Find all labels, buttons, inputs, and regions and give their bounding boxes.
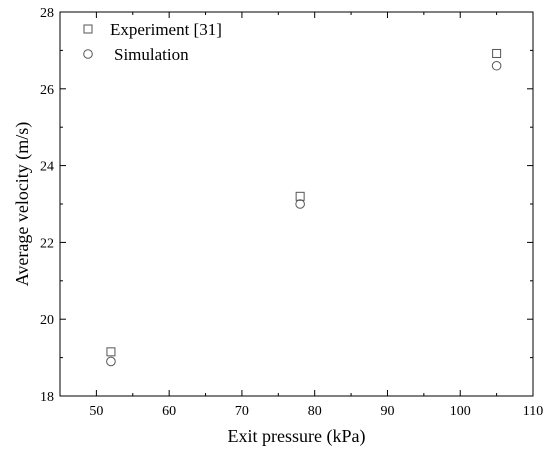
legend-marker-shape	[83, 24, 93, 34]
legend: Experiment [31] Simulation	[83, 20, 222, 64]
experiment-point	[295, 191, 305, 201]
simulation-point	[106, 356, 116, 367]
experiment-point	[492, 48, 502, 58]
axis-ticks	[60, 11, 534, 397]
simulation-point	[295, 199, 305, 209]
legend-label-simulation: Simulation	[114, 45, 189, 64]
plot-frame	[59, 11, 534, 397]
y-axis-label: Average velocity (m/s)	[12, 122, 33, 287]
x-tick-label: 60	[162, 404, 176, 419]
y-tick-label: 26	[40, 83, 54, 98]
axis-tick-labels: 50 60 70 80 90 100 110 18 20 22 24 26 28	[40, 6, 543, 419]
y-tick-label: 20	[40, 313, 54, 328]
x-axis-label: Exit pressure (kPa)	[228, 426, 366, 447]
y-tick-label: 22	[40, 236, 54, 251]
data-points	[106, 48, 502, 367]
legend-label-experiment: Experiment [31]	[110, 20, 222, 39]
x-tick-label: 80	[308, 404, 322, 419]
x-tick-label: 100	[450, 404, 471, 419]
x-tick-label: 110	[523, 404, 543, 419]
legend-marker-simulation	[83, 49, 93, 59]
simulation-point	[491, 60, 502, 71]
x-tick-label: 70	[235, 404, 249, 419]
experiment-point	[106, 347, 116, 357]
x-tick-label: 50	[89, 404, 103, 419]
y-tick-label: 24	[40, 160, 54, 175]
legend-marker-shape	[83, 49, 93, 59]
legend-marker-experiment	[83, 24, 93, 34]
x-tick-label: 90	[380, 404, 394, 419]
y-tick-label: 28	[40, 6, 54, 21]
y-tick-label: 18	[40, 390, 54, 405]
